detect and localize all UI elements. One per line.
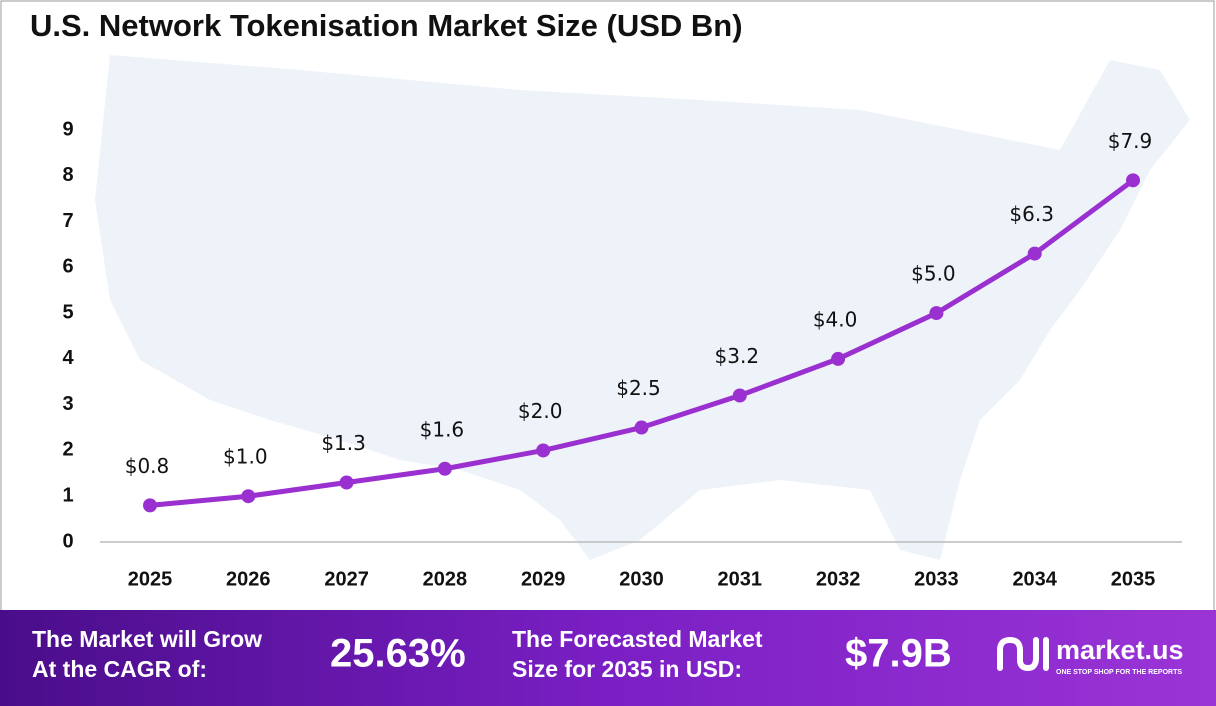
data-label: $1.0 [223, 445, 268, 469]
brand-logo [997, 636, 1049, 672]
x-tick-label: 2033 [914, 568, 959, 590]
brand-name: market.us [1056, 635, 1184, 665]
y-tick-label: 2 [62, 439, 73, 461]
cagr-label: At the CAGR of: [32, 656, 207, 682]
data-point [339, 475, 354, 490]
data-label: $0.8 [125, 454, 170, 478]
data-label: $4.0 [813, 307, 858, 331]
data-point [732, 388, 747, 403]
map-background [95, 55, 1190, 560]
y-tick-label: 5 [62, 301, 73, 323]
footer-banner [0, 610, 1216, 706]
data-label: $3.2 [715, 344, 760, 368]
x-tick-label: 2034 [1012, 568, 1057, 590]
y-tick-label: 4 [62, 347, 74, 369]
data-point [437, 461, 452, 476]
data-label: $1.3 [321, 431, 366, 455]
data-point [929, 306, 944, 321]
y-tick-label: 7 [62, 210, 73, 232]
x-tick-label: 2031 [718, 568, 763, 590]
y-tick-label: 9 [62, 118, 73, 140]
y-tick-label: 3 [62, 393, 73, 415]
y-tick-label: 0 [62, 530, 73, 552]
data-label: $2.0 [518, 399, 563, 423]
brand-tagline: ONE STOP SHOP FOR THE REPORTS [1056, 669, 1182, 676]
forecast-value: $7.9B [845, 632, 952, 676]
data-point [241, 489, 256, 504]
data-label: $2.5 [616, 376, 661, 400]
x-tick-label: 2027 [324, 568, 369, 590]
data-label: $7.9 [1108, 129, 1153, 153]
data-label: $1.6 [420, 417, 465, 441]
cagr-label: The Market will Grow [32, 626, 262, 652]
y-tick-label: 6 [62, 256, 73, 278]
x-tick-label: 2032 [816, 568, 861, 590]
data-label: $5.0 [911, 262, 956, 286]
data-point [634, 420, 649, 435]
forecast-label: The Forecasted Market [512, 626, 763, 652]
data-point [831, 351, 846, 366]
y-tick-label: 1 [62, 485, 73, 507]
x-tick-label: 2026 [226, 568, 271, 590]
chart-title: U.S. Network Tokenisation Market Size (U… [30, 8, 743, 43]
x-tick-label: 2025 [128, 568, 173, 590]
x-tick-label: 2028 [423, 568, 468, 590]
data-point [1126, 173, 1140, 188]
data-point [1027, 246, 1042, 261]
x-tick-label: 2035 [1111, 568, 1156, 590]
forecast-label: Size for 2035 in USD: [512, 656, 742, 682]
data-label: $6.3 [1009, 202, 1054, 226]
x-tick-label: 2030 [619, 568, 664, 590]
cagr-value: 25.63% [330, 632, 466, 676]
y-tick-label: 8 [62, 164, 73, 186]
data-point [143, 498, 157, 513]
data-point [536, 443, 551, 458]
x-tick-label: 2029 [521, 568, 566, 590]
